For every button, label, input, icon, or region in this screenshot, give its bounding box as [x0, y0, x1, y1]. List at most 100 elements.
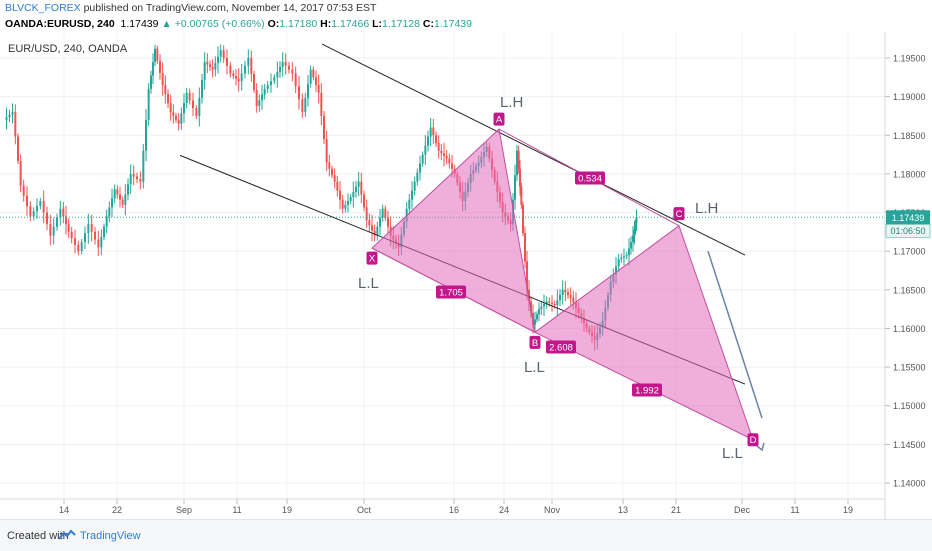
ratio-label: 1.992: [632, 383, 662, 397]
time-tick-label: 16: [449, 505, 459, 515]
candle-body: [553, 303, 556, 306]
candle-body: [177, 119, 180, 124]
annotation-label: L.H: [695, 200, 718, 217]
time-tick-label: 24: [499, 505, 509, 515]
tradingview-link[interactable]: TradingView: [80, 530, 141, 542]
candle-body: [14, 112, 17, 137]
candle-body: [301, 99, 304, 113]
candle-body: [253, 73, 255, 90]
time-tick-label: 21: [671, 505, 681, 515]
point-label-a: A: [493, 112, 505, 126]
candle-body: [365, 207, 368, 221]
candle-body: [294, 73, 297, 87]
price-chart[interactable]: X A B C D 0.534 1.705 2.608 1.992 L.H L.L L.L L.H L.L…: [0, 32, 932, 519]
projection-arrowhead: [756, 442, 765, 452]
price-tick-label: 1.18000: [893, 169, 926, 179]
published-text: published on TradingView.com, November 1…: [80, 2, 377, 14]
footer: Created with TradingView: [0, 519, 932, 551]
candle-body: [520, 186, 523, 205]
candle-body: [247, 58, 250, 66]
badge-bg: [546, 340, 576, 354]
candle-body: [355, 186, 357, 192]
candle-body: [150, 75, 152, 89]
candle-body: [352, 191, 355, 198]
candle-body: [435, 135, 437, 143]
candle-body: [124, 194, 127, 205]
candle-body: [87, 224, 90, 234]
badge-bg: [673, 207, 685, 221]
candle-body: [341, 199, 344, 209]
candle-body: [119, 194, 121, 200]
badge-text: A: [496, 115, 503, 126]
candle-body: [408, 199, 411, 209]
price-tick-label: 1.18500: [893, 131, 926, 141]
candle-body: [416, 172, 419, 182]
candle-body: [421, 154, 424, 164]
close-label: C:: [422, 18, 435, 30]
candle-body: [32, 211, 35, 217]
candle-body: [195, 108, 198, 116]
candle-body: [56, 217, 58, 227]
candle-body: [304, 97, 307, 113]
candle-body: [142, 150, 145, 182]
candle-body: [70, 231, 73, 239]
candle-body: [175, 115, 177, 120]
badge-text: D: [750, 435, 757, 446]
candle-body: [147, 88, 150, 120]
candle-body: [113, 189, 116, 199]
candle-body: [349, 197, 352, 201]
candle-body: [630, 242, 632, 249]
candle-body: [121, 199, 124, 205]
candle-body: [534, 319, 536, 325]
close-value: 1.17439: [434, 18, 472, 30]
candle-body: [127, 184, 129, 195]
countdown-badge: [885, 224, 931, 238]
candle-body: [519, 168, 521, 187]
candle-body: [633, 229, 636, 236]
candle-body: [551, 302, 553, 304]
point-label-c: C: [673, 207, 685, 221]
candle-body: [617, 258, 620, 267]
candle-body: [284, 61, 287, 66]
badge-bg: [529, 335, 541, 349]
high-value: 1.17466: [331, 18, 370, 30]
candle-body: [339, 190, 341, 200]
candle-body: [526, 261, 528, 290]
candle-body: [281, 61, 284, 68]
candle-body: [376, 226, 379, 236]
candle-body: [524, 233, 526, 262]
time-tick-label: Dec: [734, 505, 751, 515]
candle-body: [437, 143, 440, 151]
candle-body: [22, 185, 25, 196]
candle-body: [90, 224, 93, 232]
candle-body: [39, 200, 42, 207]
price-tick-label: 1.19000: [893, 92, 926, 102]
badge-text: 1.705: [439, 288, 463, 299]
candle-body: [419, 163, 421, 173]
candle-body: [5, 117, 8, 120]
badge-text: X: [369, 254, 376, 265]
candle-body: [323, 115, 325, 140]
candle-body: [312, 69, 315, 78]
author-link[interactable]: BLVCK_FOREX: [5, 2, 81, 14]
candle-body: [620, 257, 623, 259]
candle-body: [97, 239, 100, 248]
time-tick-label: 11: [790, 505, 799, 515]
candle-body: [77, 244, 80, 252]
candle-body: [129, 173, 132, 185]
time-tick-label: 13: [618, 505, 628, 515]
low-label: L:: [372, 18, 383, 30]
annotation-label: L.L: [722, 445, 743, 462]
candle-body: [235, 76, 237, 79]
candle-body: [214, 63, 217, 70]
candle-body: [116, 189, 119, 195]
badge-text: B: [532, 338, 538, 349]
candle-body: [11, 112, 14, 115]
created-with-text: Created with: [7, 530, 69, 542]
candle-body: [360, 181, 363, 195]
candle-body: [62, 208, 65, 217]
candle-body: [632, 235, 634, 243]
candle-body: [161, 72, 164, 86]
ratio-label: 0.534: [575, 171, 605, 185]
candle-body: [203, 61, 206, 80]
